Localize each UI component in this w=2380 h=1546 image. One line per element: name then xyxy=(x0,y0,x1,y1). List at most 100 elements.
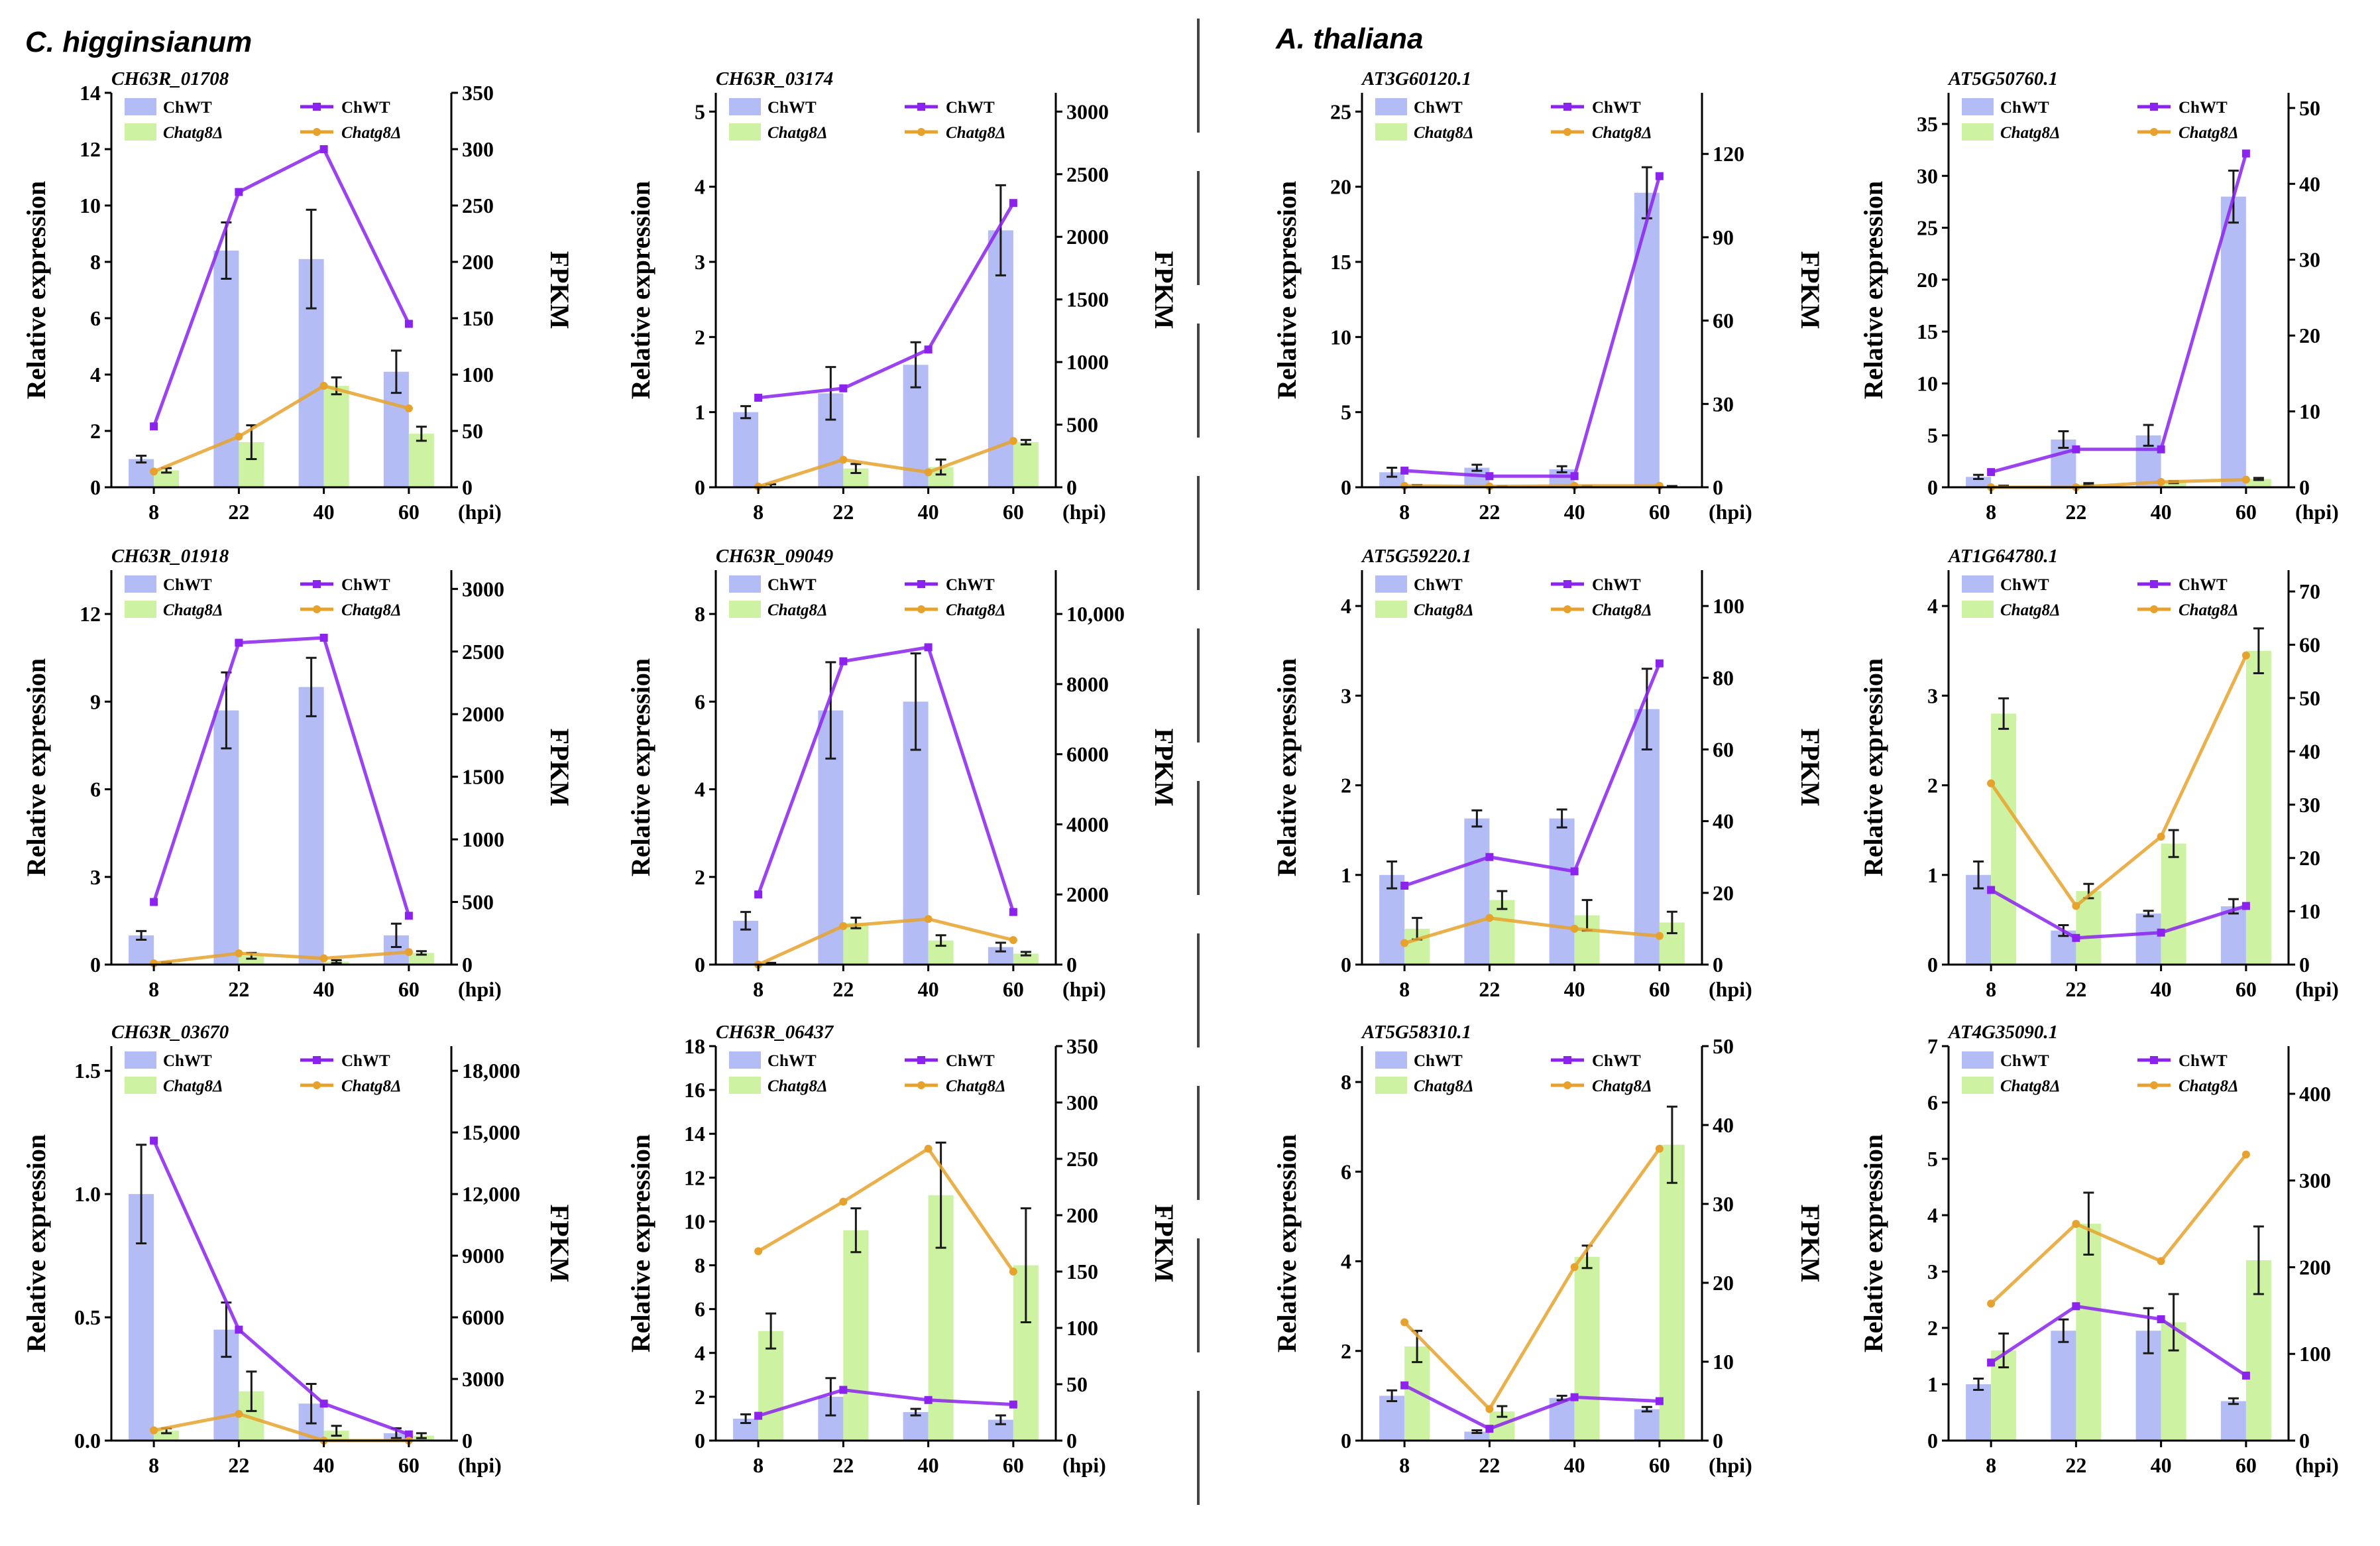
legend-label: Chatg8Δ xyxy=(1592,1077,1652,1095)
ytick-label: 10 xyxy=(684,1209,705,1233)
axes xyxy=(110,570,453,966)
ytick-label: 10 xyxy=(1330,325,1351,349)
ytick-label: 0 xyxy=(1341,953,1351,977)
point-chatg8-22 xyxy=(2072,1220,2080,1228)
chart-title: CH63R_01918 xyxy=(111,546,229,567)
xtick-label: 60 xyxy=(1649,1453,1670,1477)
xtick-label: 22 xyxy=(832,500,854,524)
legend-label: Chatg8Δ xyxy=(163,1077,223,1095)
error-bar xyxy=(1471,463,1483,472)
ytick-label: 4 xyxy=(1341,594,1351,618)
y2tick-label: 300 xyxy=(2299,1169,2331,1193)
ytick-label: 0 xyxy=(695,475,705,499)
legend-label: ChWT xyxy=(946,99,995,117)
point-chatg8-8 xyxy=(150,1426,158,1435)
point-chwt-8 xyxy=(150,898,158,906)
legend-marker xyxy=(2150,1056,2158,1064)
legend-label: ChWT xyxy=(767,99,817,117)
xtick-label: 22 xyxy=(2065,1453,2086,1477)
y2tick-label: 0 xyxy=(462,1429,473,1453)
legend-marker xyxy=(917,580,925,588)
legend-marker xyxy=(2150,580,2158,588)
ytick-label: 0 xyxy=(90,953,101,977)
error-bar xyxy=(2228,1397,2239,1405)
error-bar xyxy=(246,1370,257,1412)
error-bar xyxy=(910,341,921,388)
chart-ch63r-01708: CH63R_01708 0 2 4 6 8 10 12 14 0 50 100 150 200 250 300… xyxy=(21,68,575,524)
ytick-label: 0.5 xyxy=(74,1305,101,1329)
legend-label: Chatg8Δ xyxy=(1414,601,1474,619)
x-unit-label: (hpi) xyxy=(1062,977,1106,1001)
y2tick-label: 40 xyxy=(1713,809,1734,833)
chart-ch63r-03670: CH63R_03670 0.0 0.5 1.0 1.5 0 3000 6000 9000 12,0… xyxy=(21,1022,575,1477)
legend-label: ChWT xyxy=(2179,99,2228,117)
y2tick-label: 0 xyxy=(1066,475,1077,499)
ylabel-left: Relative expression xyxy=(1272,1134,1302,1352)
xtick-label: 22 xyxy=(1479,500,1500,524)
error-bar xyxy=(2083,1191,2094,1256)
bar-chatg8-60 xyxy=(1659,1144,1685,1441)
xtick-label: 60 xyxy=(2236,977,2257,1001)
point-chatg8-60 xyxy=(404,948,413,957)
line-chatg8 xyxy=(153,950,410,965)
bar-chwt-8 xyxy=(733,412,759,487)
legend-label: ChWT xyxy=(341,1052,390,1070)
ytick-label: 8 xyxy=(1341,1070,1351,1094)
y2tick-label: 500 xyxy=(462,890,494,914)
ytick-label: 20 xyxy=(1330,175,1351,199)
y2tick-label: 100 xyxy=(2299,1342,2331,1366)
legend-swatch-bar-chwt xyxy=(729,1051,761,1069)
point-chatg8-40 xyxy=(924,1144,933,1153)
error-bar xyxy=(1497,890,1508,910)
ytick-label: 14 xyxy=(684,1122,705,1146)
legend-label: Chatg8Δ xyxy=(1414,124,1474,142)
legend-swatch-bar-chatg8 xyxy=(125,123,156,141)
point-chwt-22 xyxy=(2072,1302,2080,1311)
point-chwt-60 xyxy=(404,912,413,920)
legend-marker xyxy=(313,1081,321,1089)
legend-label: ChWT xyxy=(341,99,390,117)
ytick-label: 4 xyxy=(1927,594,1938,618)
xtick-label: 60 xyxy=(2236,500,2257,524)
legend-swatch-bar-chwt xyxy=(1375,1051,1407,1069)
bar-chwt-8 xyxy=(129,459,154,487)
ytick-label: 20 xyxy=(1917,268,1938,292)
error-bar xyxy=(331,1425,342,1437)
y2tick-label: 1000 xyxy=(462,827,504,851)
bar-chwt-60 xyxy=(2220,906,2246,965)
line-chatg8 xyxy=(1403,1148,1661,1412)
legend-label: ChWT xyxy=(341,576,390,594)
error-bar xyxy=(910,652,921,751)
error-bar xyxy=(1556,465,1567,473)
ylabel-left: Relative expression xyxy=(21,1134,51,1352)
error-bar xyxy=(1020,1207,1031,1323)
bar-chatg8-60 xyxy=(1013,442,1039,487)
axes xyxy=(1361,570,1703,966)
point-chatg8-8 xyxy=(1987,1299,1996,1308)
legend-swatch-bar-chatg8 xyxy=(729,123,761,141)
bar-chwt-8 xyxy=(1966,874,1992,965)
axes xyxy=(1947,1046,2290,1442)
chart-ch63r-01918: CH63R_01918 0 3 6 9 12 0 500 1000 1500 2000 2500 300… xyxy=(21,546,575,1001)
error-bar xyxy=(1998,1333,2010,1368)
y2tick-label: 2000 xyxy=(462,702,504,726)
line-chwt xyxy=(1403,1384,1660,1431)
legend-label: Chatg8Δ xyxy=(163,124,223,142)
point-chatg8-40 xyxy=(1570,1263,1579,1272)
y2tick-label: 20 xyxy=(1713,1271,1734,1295)
xtick-label: 40 xyxy=(2151,1453,2172,1477)
error-bar xyxy=(306,656,317,717)
bar-chatg8-40 xyxy=(1574,1256,1600,1441)
ytick-label: 2 xyxy=(1927,774,1938,798)
point-chwt-22 xyxy=(1485,472,1494,481)
y2tick-label: 20 xyxy=(2299,846,2320,870)
xtick-label: 22 xyxy=(228,500,249,524)
legend-marker xyxy=(2150,605,2158,613)
point-chwt-60 xyxy=(1655,659,1664,668)
legend-label: Chatg8Δ xyxy=(767,601,828,619)
point-chatg8-22 xyxy=(235,1409,243,1418)
y2tick-label: 90 xyxy=(1713,225,1734,249)
legend-swatch-bar-chwt xyxy=(1375,98,1407,115)
error-bar xyxy=(1020,951,1031,957)
